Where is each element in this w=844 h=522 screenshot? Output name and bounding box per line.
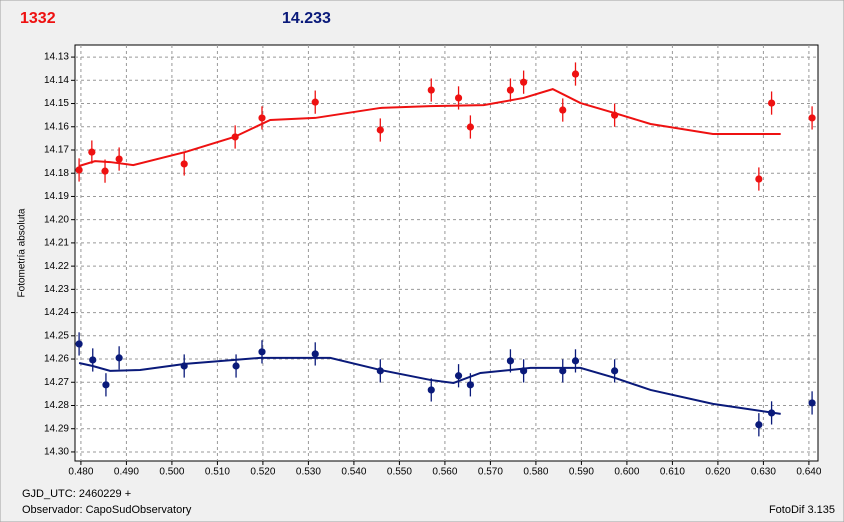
data-point: [311, 350, 319, 358]
y-tick-label: 14.16: [44, 121, 69, 132]
x-tick-label: 0.600: [614, 467, 639, 478]
y-tick-label: 14.24: [44, 307, 69, 318]
data-point: [231, 133, 239, 141]
y-tick-label: 14.25: [44, 330, 69, 341]
x-tick-label: 0.490: [114, 467, 139, 478]
data-point: [571, 70, 580, 78]
data-point: [506, 86, 515, 94]
data-point: [559, 106, 567, 114]
series-name: 14.233: [282, 10, 331, 27]
x-tick-label: 0.570: [478, 467, 503, 478]
data-point: [258, 348, 266, 356]
data-point: [75, 340, 83, 348]
x-tick-label: 0.560: [432, 467, 457, 478]
y-tick-label: 14.26: [44, 354, 69, 365]
data-point: [520, 78, 528, 86]
plot-area: [74, 44, 819, 462]
x-tick-label: 0.580: [523, 467, 548, 478]
data-point: [454, 94, 463, 102]
x-tick-label: 0.530: [296, 467, 321, 478]
data-point: [102, 381, 110, 389]
data-point: [466, 123, 474, 131]
observer: Observador: CapoSudObservatory: [22, 504, 192, 516]
data-point: [808, 114, 816, 122]
series-name: 1332: [20, 10, 56, 27]
x-tick-label: 0.540: [341, 467, 366, 478]
data-point: [755, 421, 763, 429]
x-tick-label: 0.620: [705, 467, 730, 478]
x-tick-label: 0.500: [159, 467, 184, 478]
version: FotoDif 3.135: [769, 504, 835, 516]
data-point: [376, 126, 384, 134]
data-point: [808, 399, 816, 407]
x-tick-label: 0.590: [569, 467, 594, 478]
data-point: [466, 381, 474, 389]
data-point: [454, 372, 463, 380]
data-point: [755, 175, 763, 183]
y-tick-label: 14.22: [44, 261, 69, 272]
y-tick-label: 14.29: [44, 423, 69, 434]
data-point: [767, 409, 776, 417]
y-tick-label: 14.15: [44, 98, 69, 109]
fit-line: [78, 88, 781, 167]
data-point: [115, 155, 123, 163]
y-tick-label: 14.19: [44, 191, 69, 202]
data-point: [115, 354, 123, 362]
x-tick-label: 0.610: [660, 467, 685, 478]
x-tick-label: 0.480: [68, 467, 93, 478]
x-tick-label: 0.630: [751, 467, 776, 478]
x-tick-label: 0.510: [205, 467, 230, 478]
y-tick-label: 14.14: [44, 75, 69, 86]
x-tick-label: 0.520: [250, 467, 275, 478]
data-point: [427, 86, 435, 94]
x-axis-label: GJD_UTC: 2460229 +: [22, 488, 131, 500]
data-point: [89, 356, 97, 364]
y-tick-label: 14.17: [44, 145, 69, 156]
y-tick-label: 14.23: [44, 284, 69, 295]
x-tick-label: 0.640: [796, 467, 821, 478]
data-point: [88, 148, 96, 156]
data-point: [101, 167, 109, 175]
data-point: [611, 367, 619, 375]
y-tick-label: 14.27: [44, 377, 69, 388]
y-tick-label: 14.28: [44, 400, 69, 411]
y-axis-label: Fotometría absoluta: [17, 208, 28, 297]
x-tick-label: 0.550: [387, 467, 412, 478]
data-point: [571, 357, 580, 365]
y-tick-label: 14.20: [44, 214, 69, 225]
y-tick-label: 14.18: [44, 168, 69, 179]
data-point: [180, 362, 188, 370]
data-point: [311, 98, 319, 106]
data-point: [232, 362, 240, 370]
data-point: [520, 367, 528, 375]
y-tick-label: 14.30: [44, 447, 69, 458]
data-point: [258, 114, 266, 122]
data-point: [611, 111, 619, 119]
data-point: [75, 166, 83, 174]
y-tick-label: 14.21: [44, 238, 69, 249]
data-point: [506, 357, 515, 365]
data-point: [180, 160, 188, 168]
data-point: [767, 99, 776, 107]
y-tick-label: 14.13: [44, 52, 69, 63]
data-point: [376, 367, 384, 375]
data-point: [427, 386, 435, 394]
data-point: [559, 367, 567, 375]
